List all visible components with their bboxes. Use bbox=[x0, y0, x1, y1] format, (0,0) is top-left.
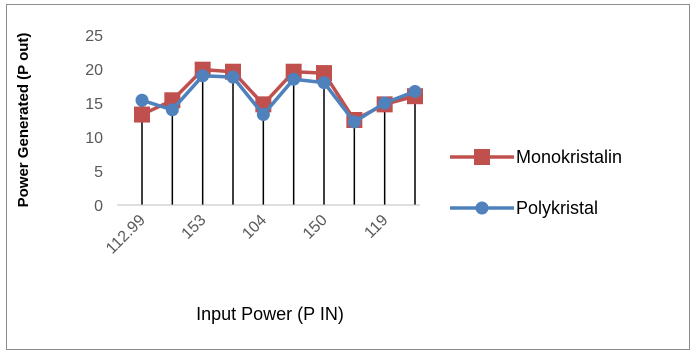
x-tick-label: 150 bbox=[300, 212, 331, 243]
x-tick-label: 104 bbox=[239, 212, 270, 243]
data-point-circle bbox=[135, 93, 149, 107]
x-tick-label: 153 bbox=[179, 212, 210, 243]
y-tick-label: 0 bbox=[94, 198, 103, 215]
x-axis-title: Input Power (P IN) bbox=[196, 304, 344, 324]
legend-label: Polykristal bbox=[516, 198, 598, 218]
data-point-circle bbox=[347, 115, 361, 129]
series-group bbox=[134, 61, 423, 129]
data-point-circle bbox=[165, 103, 179, 117]
x-tick-labels: 112.99 153 104 150 119 bbox=[103, 212, 392, 258]
y-tick-label: 15 bbox=[85, 96, 103, 113]
x-tick-label: 112.99 bbox=[103, 212, 149, 258]
data-point-circle bbox=[226, 70, 240, 84]
legend-marker-square bbox=[474, 149, 490, 165]
data-point-square bbox=[316, 65, 332, 82]
data-point-circle bbox=[317, 76, 331, 90]
y-tick-label: 10 bbox=[85, 130, 103, 147]
legend: Monokristalin Polykristal bbox=[450, 147, 622, 218]
series-line bbox=[141, 74, 416, 124]
legend-marker-circle bbox=[475, 201, 489, 215]
legend-label: Monokristalin bbox=[516, 147, 622, 167]
y-tick-label: 20 bbox=[85, 62, 103, 79]
data-point-square bbox=[134, 106, 150, 123]
y-axis-title: Power Generated (P out) bbox=[15, 33, 32, 208]
y-tick-label: 25 bbox=[85, 28, 103, 45]
data-point-circle bbox=[256, 108, 270, 122]
data-point-circle bbox=[408, 84, 422, 98]
chart-frame bbox=[6, 4, 690, 350]
data-point-circle bbox=[378, 96, 392, 110]
x-tick-label: 119 bbox=[361, 212, 391, 242]
data-point-circle bbox=[287, 72, 301, 86]
y-tick-label: 5 bbox=[94, 164, 103, 181]
y-tick-labels: 0 5 10 15 20 25 bbox=[85, 28, 103, 215]
data-point-circle bbox=[196, 69, 210, 83]
